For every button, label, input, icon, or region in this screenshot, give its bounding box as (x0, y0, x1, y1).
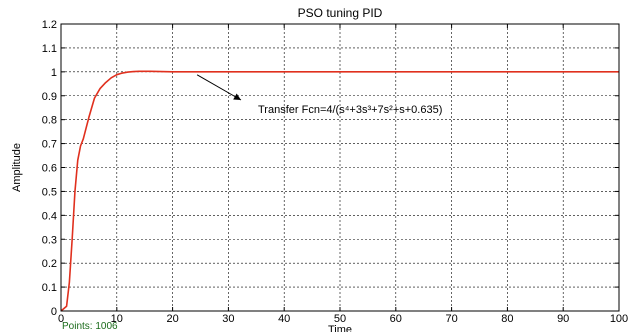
y-tick-label: 1 (51, 67, 57, 79)
y-tick-label: 0.3 (42, 234, 57, 246)
annotation-text: Transfer Fcn=4/(s⁴+3s³+7s²+s+0.635) (258, 104, 442, 116)
y-tick-label: 0.8 (42, 115, 57, 127)
x-tick-label: 80 (501, 313, 513, 325)
y-tick-label: 0 (51, 306, 57, 318)
x-tick-label: 40 (278, 313, 290, 325)
x-tick-label: 30 (222, 313, 234, 325)
points-status: Points: 1006 (62, 321, 118, 332)
annotation-arrowhead (233, 93, 241, 100)
y-tick-label: 0.2 (42, 258, 57, 270)
annotation-arrow (196, 74, 242, 101)
y-tick-label: 0.4 (42, 210, 57, 222)
annotation: Transfer Fcn=4/(s⁴+3s³+7s²+s+0.635) (196, 74, 442, 116)
chart-title: PSO tuning PID (298, 6, 383, 20)
x-tick-label: 90 (557, 313, 569, 325)
y-tick-label: 0.6 (42, 163, 57, 175)
x-tick-label: 0 (58, 313, 64, 325)
x-axis-label: Time (328, 324, 352, 332)
y-tick-label: 1.2 (42, 19, 57, 31)
y-tick-label: 0.9 (42, 91, 57, 103)
y-tick-label: 1.1 (42, 43, 57, 55)
series-line (60, 70, 619, 312)
x-tick-label: 100 (610, 313, 628, 325)
x-tick-label: 10 (111, 313, 123, 325)
plot-frame (60, 23, 620, 312)
y-tick-label: 0.7 (42, 139, 57, 151)
x-tick-label: 60 (390, 313, 402, 325)
y-tick-label: 0.1 (42, 282, 57, 294)
x-tick-label: 20 (166, 313, 178, 325)
axis-ticks: 0 10 20 30 40 50 60 70 80 90 100 0 0.1 0.2 0.3 0.4 0.5 0.… (42, 19, 628, 325)
grid-lines (61, 24, 619, 311)
plot-area (61, 24, 619, 311)
y-tick-label: 0.5 (42, 186, 57, 198)
x-tick-label: 70 (445, 313, 457, 325)
series-layer (60, 70, 619, 312)
y-axis-label: Amplitude (11, 143, 23, 192)
x-tick-label: 50 (334, 313, 346, 325)
